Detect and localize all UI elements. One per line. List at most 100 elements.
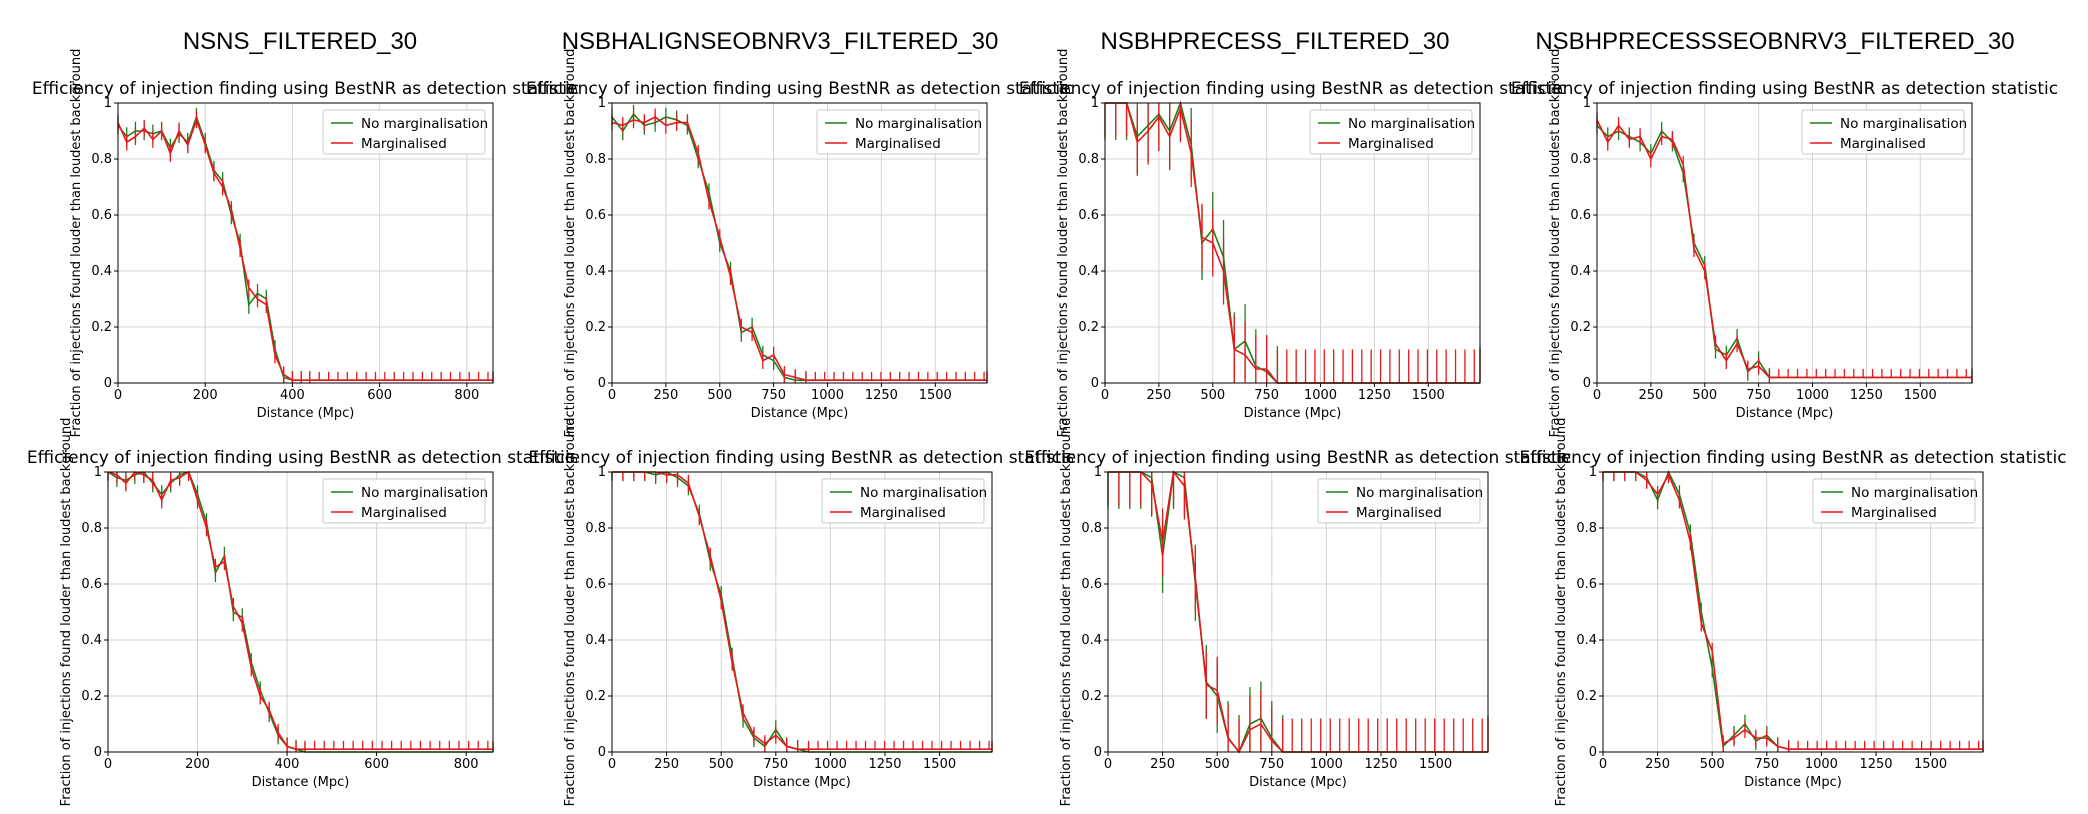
x-tick-label: 1250 xyxy=(1859,757,1892,772)
legend-label-marginalised: Marginalised xyxy=(855,136,941,152)
x-tick-label: 0 xyxy=(1593,388,1601,403)
series-line-no-marginalisation xyxy=(1596,124,1972,379)
legend-label-no-marginalisation: No marginalisation xyxy=(1348,116,1475,132)
plot-area: Efficiency of injection finding using Be… xyxy=(1019,49,1566,438)
column-title-3: NSBHPRECESS_FILTERED_30 xyxy=(1100,28,1450,55)
x-tick-label: 400 xyxy=(275,757,300,772)
x-tick-label: 0 xyxy=(1599,757,1607,772)
x-tick-label: 250 xyxy=(1150,757,1175,772)
plot-area: Efficiency of injection finding using Be… xyxy=(32,49,579,438)
y-tick-label: 0.2 xyxy=(91,320,112,335)
chart-title: Efficiency of injection finding using Be… xyxy=(1019,79,1566,99)
axes-frame xyxy=(1104,102,1481,384)
y-tick-label: 1 xyxy=(1091,96,1099,111)
axes-frame xyxy=(117,102,494,384)
legend: No marginalisation Marginalised xyxy=(322,478,488,524)
chart-title: Efficiency of injection finding using Be… xyxy=(27,448,574,468)
x-tick-label: 750 xyxy=(1254,388,1279,403)
x-tick-label: 750 xyxy=(1259,757,1284,772)
x-tick-label: 0 xyxy=(1101,388,1109,403)
plot-area: Efficiency of injection finding using Be… xyxy=(526,49,1073,438)
x-tick-label: 1500 xyxy=(923,757,956,772)
x-tick-label: 1250 xyxy=(1850,388,1883,403)
x-tick-label: 1250 xyxy=(1358,388,1391,403)
chart-panel-8: Efficiency of injection finding using Be… xyxy=(1519,418,2066,807)
y-tick-label: 0.4 xyxy=(585,264,606,279)
y-tick-label: 0 xyxy=(1091,376,1099,391)
x-tick-label: 0 xyxy=(608,757,616,772)
x-tick-label: 1250 xyxy=(868,757,901,772)
legend-box xyxy=(816,109,980,155)
x-tick-label: 1500 xyxy=(1914,757,1947,772)
y-tick-label: 0.8 xyxy=(91,152,112,167)
y-tick-label: 0.6 xyxy=(1078,208,1099,223)
legend: No marginalisation Marginalised xyxy=(821,478,987,524)
column-title-2: NSBHALIGNSEOBNRV3_FILTERED_30 xyxy=(561,28,999,55)
series-line-marginalised xyxy=(107,470,493,750)
x-tick-label: 600 xyxy=(364,757,389,772)
chart-panel-2: Efficiency of injection finding using Be… xyxy=(526,49,1073,438)
x-tick-label: 750 xyxy=(761,388,786,403)
y-axis-label: Fraction of injections found louder than… xyxy=(1056,49,1071,438)
legend-box xyxy=(322,109,486,155)
legend-label-no-marginalisation: No marginalisation xyxy=(860,485,987,501)
axes-frame xyxy=(1107,471,1489,753)
chart-panel-7: Efficiency of injection finding using Be… xyxy=(1024,418,1571,807)
legend-label-marginalised: Marginalised xyxy=(1348,136,1434,152)
plot-area: Efficiency of injection finding using Be… xyxy=(1511,49,2058,438)
y-tick-label: 1 xyxy=(104,96,112,111)
x-tick-label: 0 xyxy=(1104,757,1112,772)
x-tick-label: 1000 xyxy=(814,757,847,772)
y-tick-label: 0.8 xyxy=(585,521,606,536)
y-tick-label: 0.6 xyxy=(1570,208,1591,223)
series-line-marginalised xyxy=(1596,119,1972,379)
x-tick-label: 1000 xyxy=(1310,757,1343,772)
x-tick-label: 500 xyxy=(707,388,732,403)
legend-label-marginalised: Marginalised xyxy=(361,136,447,152)
plot-area: Efficiency of injection finding using Be… xyxy=(528,418,1075,807)
y-tick-label: 0.4 xyxy=(81,633,102,648)
x-tick-label: 250 xyxy=(654,757,679,772)
x-axis-label: Distance (Mpc) xyxy=(252,775,350,790)
legend-box xyxy=(1309,109,1473,155)
x-tick-label: 0 xyxy=(608,388,616,403)
chart-title: Efficiency of injection finding using Be… xyxy=(1024,448,1571,468)
legend-label-no-marginalisation: No marginalisation xyxy=(361,116,488,132)
x-axis-label: Distance (Mpc) xyxy=(751,406,849,421)
axes-frame xyxy=(611,471,993,753)
x-tick-label: 200 xyxy=(185,757,210,772)
x-tick-label: 1500 xyxy=(1419,757,1452,772)
x-tick-label: 800 xyxy=(454,388,479,403)
legend-label-no-marginalisation: No marginalisation xyxy=(1356,485,1483,501)
y-tick-label: 1 xyxy=(598,96,606,111)
y-tick-label: 0.2 xyxy=(1081,689,1102,704)
x-tick-label: 800 xyxy=(454,757,479,772)
y-tick-label: 0.4 xyxy=(1081,633,1102,648)
y-tick-label: 0.8 xyxy=(1078,152,1099,167)
y-tick-label: 0 xyxy=(598,745,606,760)
legend-box xyxy=(1812,478,1976,524)
legend: No marginalisation Marginalised xyxy=(1801,109,1967,155)
x-tick-label: 1500 xyxy=(1904,388,1937,403)
x-tick-label: 250 xyxy=(1146,388,1171,403)
legend: No marginalisation Marginalised xyxy=(1812,478,1978,524)
chart-panel-6: Efficiency of injection finding using Be… xyxy=(528,418,1075,807)
axes-frame xyxy=(1596,102,1973,384)
y-tick-label: 0.4 xyxy=(1576,633,1597,648)
legend-label-no-marginalisation: No marginalisation xyxy=(361,485,488,501)
legend: No marginalisation Marginalised xyxy=(1317,478,1483,524)
y-tick-label: 0.6 xyxy=(585,208,606,223)
y-tick-label: 0.4 xyxy=(585,633,606,648)
y-axis-label: Fraction of injections found louder than… xyxy=(59,418,74,807)
x-tick-label: 0 xyxy=(104,757,112,772)
y-tick-label: 0 xyxy=(1094,745,1102,760)
x-axis-label: Distance (Mpc) xyxy=(753,775,851,790)
legend-label-no-marginalisation: No marginalisation xyxy=(855,116,982,132)
y-tick-label: 0.6 xyxy=(585,577,606,592)
chart-title: Efficiency of injection finding using Be… xyxy=(1519,448,2066,468)
y-tick-label: 0.4 xyxy=(1078,264,1099,279)
x-axis-label: Distance (Mpc) xyxy=(1744,775,1842,790)
legend-label-no-marginalisation: No marginalisation xyxy=(1851,485,1978,501)
plot-area: Efficiency of injection finding using Be… xyxy=(27,418,574,807)
legend-box xyxy=(322,478,486,524)
